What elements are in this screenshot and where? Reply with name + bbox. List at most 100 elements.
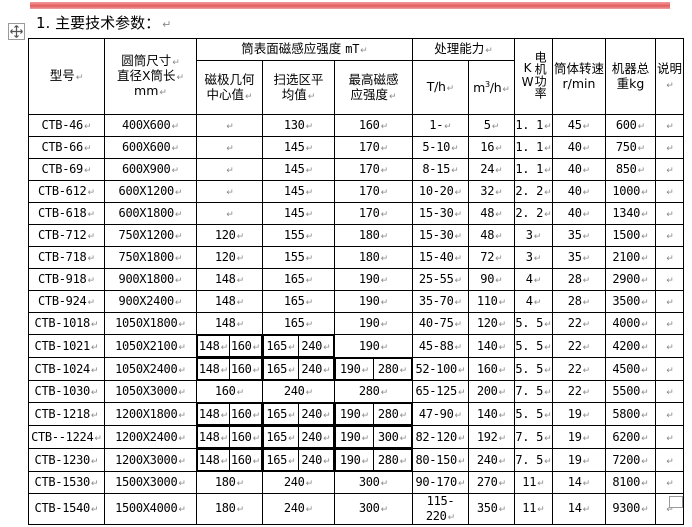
cell-mag-max-part: 190↵: [335, 426, 374, 448]
table-header: 型号↵ 圆筒尺寸↵ 直径Ⅹ筒长↵ mm↵ 筒表面磁感应强度 mT↵ 处理能力↵ …: [28, 38, 684, 115]
paragraph-mark-icon: ↵: [380, 210, 389, 221]
cell-remark: ↵: [655, 136, 684, 159]
paragraph-mark-icon: ↵: [544, 166, 552, 177]
paragraph-mark-icon: ↵: [458, 365, 466, 376]
table-row: CTB-1021↵ 1050X2100↵ 148↵ 160↵ 165↵ 240↵ 190↵ 4…: [28, 334, 684, 358]
table-row: CTB-46↵ 400X600↵ ↵ 130↵ 160↵ 1-↵ 5↵ 1. 1↵ 45↵ 600…: [28, 114, 684, 137]
paragraph-mark-icon: ↵: [495, 276, 503, 287]
cell-drum-size: 600X1800↵: [104, 202, 197, 225]
cell-mag-pole-center-part: 160↵: [229, 449, 262, 471]
cell-model: CTB-1030↵: [28, 380, 105, 403]
paragraph-mark-icon: ↵: [171, 122, 180, 133]
cell-mag-scavenging-avg: 165↵: [262, 268, 335, 291]
cell-mag-scavenging-avg: 165↵: [262, 290, 335, 313]
paragraph-mark-icon: ↵: [361, 433, 370, 444]
cell-drum-speed: 22↵: [552, 334, 606, 358]
paragraph-mark-icon: ↵: [641, 433, 649, 444]
paragraph-mark-icon: ↵: [236, 505, 245, 516]
cell-mag-scavenging-avg: 145↵: [262, 158, 335, 181]
cell-capacity-m3h: 120↵: [468, 312, 515, 335]
cell-mag-pole-center: 120↵: [196, 224, 263, 247]
cell-drum-size: 1050X2400↵: [104, 357, 197, 381]
cell-mag-scavenging-avg: 165↵ 240↵: [262, 357, 335, 381]
cell-mag-pole-center: ↵: [196, 180, 263, 203]
paragraph-mark-icon: ↵: [495, 210, 503, 221]
table-move-handle-icon[interactable]: [8, 23, 25, 40]
cell-capacity-th: 90-170↵: [412, 471, 469, 494]
paragraph-mark-icon: ↵: [380, 342, 389, 353]
cell-motor-power: 11↵: [514, 471, 553, 494]
paragraph-mark-icon: ↵: [666, 433, 674, 444]
cell-capacity-th: 25-55↵: [412, 268, 469, 291]
paragraph-mark-icon: ↵: [252, 410, 261, 421]
paragraph-mark-icon: ↵: [666, 410, 674, 421]
cell-total-weight: 5500↵: [605, 380, 656, 403]
paragraph-mark-icon: ↵: [87, 298, 96, 309]
paragraph-mark-icon: ↵: [533, 232, 542, 243]
paragraph-mark-icon: ↵: [323, 365, 331, 376]
paragraph-mark-icon: ↵: [305, 210, 314, 221]
cell-mag-pole-center: ↵: [196, 136, 263, 159]
cell-mag-max-part: 280↵: [373, 403, 412, 425]
paragraph-mark-icon: ↵: [641, 410, 649, 421]
paragraph-mark-icon: ↵: [641, 320, 649, 331]
paragraph-mark-icon: ↵: [236, 388, 245, 399]
cell-mag-scavenging-avg: 240↵: [262, 471, 335, 494]
cell-mag-max: 300↵: [334, 493, 413, 525]
paragraph-mark-icon: ↵: [498, 479, 507, 490]
paragraph-mark-icon: ↵: [454, 342, 463, 353]
paragraph-mark-icon: ↵: [252, 456, 261, 467]
paragraph-mark-icon: ↵: [454, 298, 463, 309]
cell-drum-speed: 19↵: [552, 425, 606, 449]
header-total-weight: 机器总重kg: [605, 38, 656, 115]
cell-drum-size: 900X1800↵: [104, 268, 197, 291]
cell-remark: ↵: [655, 425, 684, 449]
paragraph-mark-icon: ↵: [380, 188, 389, 199]
table-row: CTB-1230↵ 1200X3000↵ 148↵ 160↵ 165↵ 240↵ 190↵ 2…: [28, 448, 684, 472]
cell-drum-speed: 22↵: [552, 380, 606, 403]
paragraph-mark-icon: ↵: [174, 210, 183, 221]
cell-mag-scavenging-avg: 145↵: [262, 136, 335, 159]
cell-total-weight: 2900↵: [605, 268, 656, 291]
table-row: CTB-1218↵ 1200X1800↵ 148↵ 160↵ 165↵ 240↵ 190↵ 2…: [28, 402, 684, 426]
paragraph-mark-icon: ↵: [544, 342, 552, 353]
cell-model: CTB-918↵: [28, 268, 105, 291]
cell-capacity-th: 45-88↵: [412, 334, 469, 358]
cell-motor-power: 3↵: [514, 224, 553, 247]
paragraph-mark-icon: ↵: [666, 365, 674, 376]
header-drum-size: 圆筒尺寸↵ 直径Ⅹ筒长↵ mm↵: [104, 38, 197, 115]
paragraph-mark-icon: ↵: [637, 144, 646, 155]
paragraph-mark-icon: ↵: [544, 365, 552, 376]
cell-model: CTB-66↵: [28, 136, 105, 159]
paragraph-mark-icon: ↵: [582, 410, 591, 421]
table-resize-handle-icon[interactable]: [669, 496, 683, 508]
cell-capacity-m3h: 24↵: [468, 158, 515, 181]
cell-drum-speed: 28↵: [552, 290, 606, 313]
paragraph-mark-icon: ↵: [544, 210, 552, 221]
cell-capacity-m3h: 90↵: [468, 268, 515, 291]
cell-mag-pole-center-part: 160↵: [229, 403, 262, 425]
paragraph-mark-icon: ↵: [220, 365, 229, 376]
cell-mag-max: 190↵: [334, 290, 413, 313]
paragraph-mark-icon: ↵: [305, 254, 314, 265]
cell-mag-scavenging-avg: 165↵: [262, 312, 335, 335]
cell-motor-power: 5. 5↵: [514, 334, 553, 358]
cell-mag-max: 190↵: [334, 312, 413, 335]
paragraph-mark-icon: ↵: [288, 410, 296, 421]
paragraph-mark-icon: ↵: [288, 342, 296, 353]
cell-mag-scavenging-avg-part: 165↵: [263, 403, 299, 425]
cell-remark: ↵: [655, 180, 684, 203]
cell-total-weight: 750↵: [605, 136, 656, 159]
cell-motor-power: 3↵: [514, 246, 553, 269]
paragraph-mark-icon: ↵: [666, 188, 674, 199]
paragraph-mark-icon: ↵: [582, 320, 591, 331]
paragraph-mark-icon: ↵: [498, 320, 507, 331]
cell-drum-speed: 19↵: [552, 402, 606, 426]
paragraph-mark-icon: ↵: [641, 342, 649, 353]
cell-mag-scavenging-avg: 165↵ 240↵: [262, 425, 335, 449]
cell-remark: ↵: [655, 334, 684, 358]
paragraph-mark-icon: ↵: [305, 505, 314, 516]
cell-mag-max: 190↵ 280↵: [334, 357, 413, 381]
paragraph-mark-icon: ↵: [90, 456, 99, 467]
paragraph-mark-icon: ↵: [666, 122, 674, 133]
